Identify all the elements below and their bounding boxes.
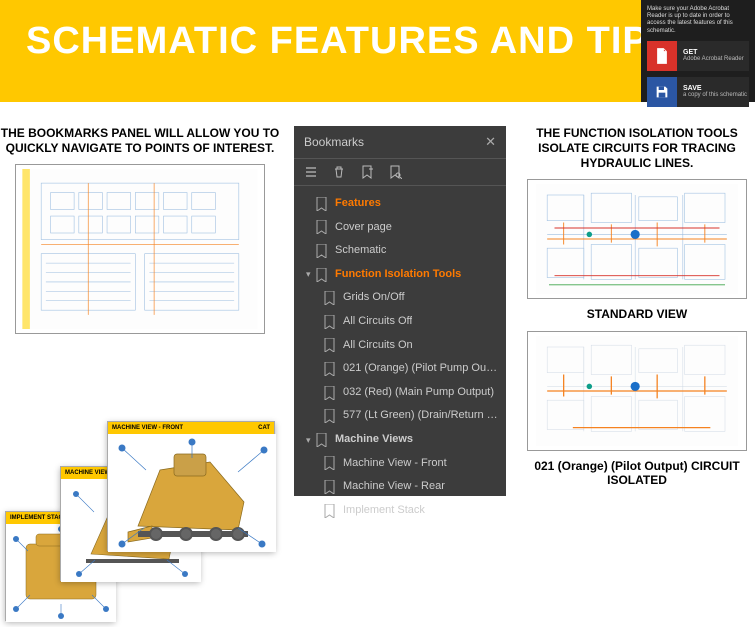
chevron-down-icon: ▾ <box>306 433 316 447</box>
standard-view-caption: STANDARD VIEW <box>520 307 754 321</box>
bookmark-label: 577 (Lt Green) (Drain/Return Line) <box>343 407 498 425</box>
save-label: SAVE <box>683 85 747 92</box>
bookmark-label: Cover page <box>335 219 392 237</box>
bookmark-icon <box>324 456 335 470</box>
bookmark-item[interactable]: Cover page <box>294 216 506 240</box>
col-mid: Bookmarks ✕ Features Cover page Schematic ▾… <box>294 126 506 496</box>
header: SCHEMATIC FEATURES AND TIPS Make sure yo… <box>0 0 755 102</box>
save-icon <box>647 77 677 107</box>
standard-view-preview <box>527 179 747 299</box>
bookmarks-title: Bookmarks <box>304 135 364 149</box>
bookmark-icon <box>316 197 327 211</box>
right-heading: THE FUNCTION ISOLATION TOOLS ISOLATE CIR… <box>520 126 754 171</box>
bookmark-label: Machine Views <box>335 431 413 449</box>
bookmark-label: Machine View - Rear <box>343 478 445 496</box>
bookmark-label: Grids On/Off <box>343 289 405 307</box>
bookmarks-list: Features Cover page Schematic ▾ Function Iso… <box>294 186 506 528</box>
bookmark-item[interactable]: 021 (Orange) (Pilot Pump Output) <box>294 357 506 381</box>
bookmarks-panel: Bookmarks ✕ Features Cover page Schematic ▾… <box>294 126 506 496</box>
schematic-preview-large <box>15 164 265 334</box>
bookmark-item[interactable]: Grids On/Off <box>294 286 506 310</box>
bookmark-label: Implement Stack <box>343 502 425 520</box>
machine-view-front-card: MACHINE VIEW - FRONT CAT <box>107 421 275 551</box>
bookmark-item[interactable]: 032 (Red) (Main Pump Output) <box>294 381 506 405</box>
isolated-view-caption: 021 (Orange) (Pilot Output) CIRCUIT ISOL… <box>520 459 754 487</box>
bookmark-item[interactable]: Machine View - Front <box>294 452 506 476</box>
bookmark-icon <box>316 220 327 234</box>
bookmark-icon <box>324 386 335 400</box>
col-right: THE FUNCTION ISOLATION TOOLS ISOLATE CIR… <box>520 126 754 496</box>
bookmark-label: Machine View - Front <box>343 455 447 473</box>
bookmark-item[interactable]: Schematic <box>294 239 506 263</box>
bookmark-label: Function Isolation Tools <box>335 266 461 284</box>
cat-badge: CAT <box>258 425 270 431</box>
reader-tip: Make sure your Adobe Acrobat Reader is u… <box>647 6 749 35</box>
bookmarks-toolbar <box>294 159 506 186</box>
side-info: Make sure your Adobe Acrobat Reader is u… <box>641 0 755 102</box>
chevron-down-icon: ▾ <box>306 267 316 281</box>
bookmark-item[interactable]: 577 (Lt Green) (Drain/Return Line) <box>294 404 506 428</box>
bookmark-icon <box>324 504 335 518</box>
bookmark-icon <box>324 409 335 423</box>
bookmark-icon <box>324 291 335 305</box>
bookmark-label: 021 (Orange) (Pilot Pump Output) <box>343 360 498 378</box>
col-left: THE BOOKMARKS PANEL WILL ALLOW YOU TO QU… <box>0 126 280 496</box>
bookmark-label: All Circuits On <box>343 337 413 355</box>
bookmark-item[interactable]: All Circuits On <box>294 334 506 358</box>
isolated-view-preview <box>527 331 747 451</box>
bookmark-item[interactable]: All Circuits Off <box>294 310 506 334</box>
bookmark-label: All Circuits Off <box>343 313 412 331</box>
bookmark-label: 032 (Red) (Main Pump Output) <box>343 384 494 402</box>
left-heading: THE BOOKMARKS PANEL WILL ALLOW YOU TO QU… <box>0 126 280 156</box>
get-sub: Adobe Acrobat Reader <box>683 56 744 62</box>
bookmark-icon <box>324 338 335 352</box>
bookmark-search-icon[interactable] <box>388 165 402 179</box>
bookmark-icon <box>316 268 327 282</box>
mv-front-title: MACHINE VIEW - FRONT <box>112 425 183 431</box>
save-button[interactable]: SAVE a copy of this schematic <box>647 77 749 107</box>
pdf-icon <box>647 41 677 71</box>
bookmark-icon <box>316 433 327 447</box>
bookmark-icon <box>316 244 327 258</box>
bookmark-icon <box>324 362 335 376</box>
bookmark-item[interactable]: Machine View - Rear <box>294 475 506 499</box>
bookmark-icon <box>324 480 335 494</box>
trash-icon[interactable] <box>332 165 346 179</box>
bookmark-label: Schematic <box>335 242 386 260</box>
save-sub: a copy of this schematic <box>683 92 747 98</box>
add-bookmark-icon[interactable] <box>360 165 374 179</box>
bookmark-icon <box>324 315 335 329</box>
page-title: SCHEMATIC FEATURES AND TIPS <box>26 20 729 63</box>
bookmark-item[interactable]: ▾ Function Isolation Tools <box>294 263 506 287</box>
get-reader-button[interactable]: GET Adobe Acrobat Reader <box>647 41 749 71</box>
bookmark-item[interactable]: Implement Stack <box>294 499 506 523</box>
get-label: GET <box>683 49 744 56</box>
bookmark-item[interactable]: Features <box>294 192 506 216</box>
close-icon[interactable]: ✕ <box>485 134 496 150</box>
list-icon[interactable] <box>304 165 318 179</box>
bookmark-item[interactable]: ▾ Machine Views <box>294 428 506 452</box>
bookmark-label: Features <box>335 195 381 213</box>
content: THE BOOKMARKS PANEL WILL ALLOW YOU TO QU… <box>0 102 755 496</box>
